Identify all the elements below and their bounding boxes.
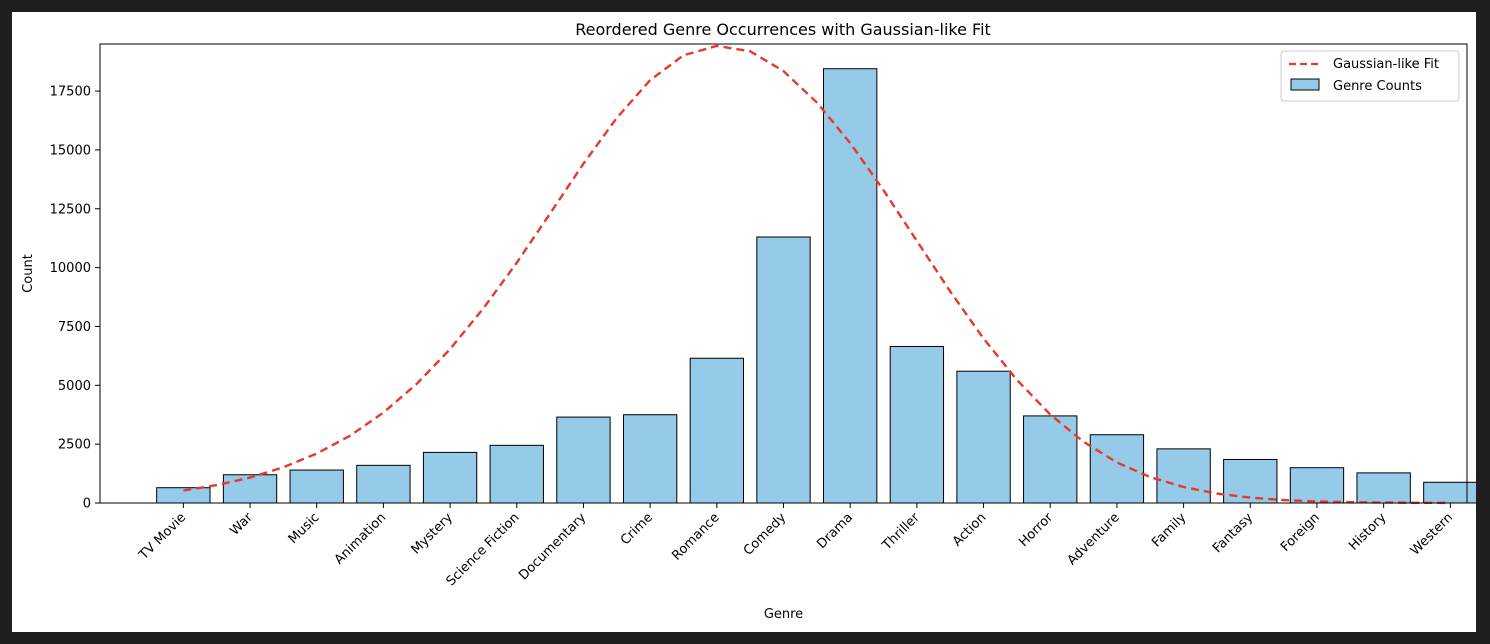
x-tick-label: Documentary	[516, 510, 589, 583]
bar-mystery	[422, 451, 478, 504]
y-tick-label: 10000	[50, 261, 91, 276]
bar-drama	[823, 68, 878, 504]
chart-title: Reordered Genre Occurrences with Gaussia…	[575, 20, 991, 39]
chart-svg: Reordered Genre Occurrences with Gaussia…	[21, 20, 1476, 622]
bars-group	[156, 68, 1476, 504]
x-axis: TV Movie War Music Animation MysteryScience …	[136, 503, 1456, 589]
y-tick-label: 12500	[50, 202, 91, 217]
x-tick-label: Fantasy	[1210, 510, 1256, 556]
x-tick-label: Animation	[332, 510, 389, 567]
bar-foreign	[1289, 467, 1345, 504]
bar-documentary	[556, 416, 611, 504]
legend-bar-label: Genre Counts	[1333, 79, 1422, 94]
y-tick-label: 5000	[58, 379, 91, 394]
legend-box	[1280, 50, 1460, 102]
y-tick-label: 2500	[58, 438, 91, 453]
x-tick-label: Mystery	[409, 510, 456, 557]
fit-line	[183, 44, 1451, 505]
x-tick-label: Action	[950, 510, 989, 549]
bar-romance	[689, 357, 744, 504]
x-tick-label: Horror	[1016, 510, 1056, 550]
x-tick-label: War	[227, 510, 256, 539]
chart-figure: Reordered Genre Occurrences with Gaussia…	[12, 12, 1476, 632]
y-tick-label: 15000	[50, 143, 91, 158]
fit-line-group	[183, 44, 1451, 505]
bar-western	[1423, 481, 1476, 504]
x-tick-label: Science Fiction	[444, 510, 523, 589]
x-tick-label: Family	[1149, 510, 1189, 550]
x-tick-label: TV Movie	[136, 510, 189, 563]
plot-frame	[99, 43, 1468, 504]
bar-science-fiction	[489, 444, 544, 504]
bar-thriller	[889, 345, 945, 504]
y-tick-label: 7500	[58, 320, 91, 335]
bar-animation	[356, 464, 411, 504]
y-axis: 0 2500 5000 7500 10000 12500 15000 17500	[50, 85, 100, 512]
x-tick-label: Western	[1408, 510, 1456, 558]
legend-bar-swatch	[1290, 78, 1320, 91]
legend: Gaussian-like Fit Genre Counts	[1280, 50, 1460, 102]
x-tick-label: History	[1346, 510, 1390, 554]
bar-action	[956, 370, 1011, 504]
x-axis-title: Genre	[764, 607, 803, 622]
y-axis-title: Count	[21, 254, 36, 293]
y-tick-label: 0	[83, 497, 91, 512]
bar-comedy	[756, 236, 811, 504]
bar-adventure	[1089, 434, 1145, 504]
bar-crime	[622, 414, 678, 504]
bar-family	[1156, 448, 1211, 504]
x-tick-label: Thriller	[879, 510, 923, 554]
x-tick-label: Adventure	[1065, 510, 1123, 568]
bar-war	[222, 474, 278, 504]
y-tick-label: 17500	[50, 85, 91, 100]
legend-line-label: Gaussian-like Fit	[1333, 57, 1439, 72]
x-tick-label: Music	[286, 510, 323, 547]
x-tick-label: Foreign	[1278, 510, 1323, 555]
x-tick-label: Drama	[814, 510, 856, 552]
x-tick-label: Comedy	[741, 510, 790, 559]
bar-history	[1356, 472, 1411, 504]
x-tick-label: Romance	[669, 510, 722, 563]
bar-music	[289, 469, 344, 504]
x-tick-label: Crime	[618, 510, 656, 548]
